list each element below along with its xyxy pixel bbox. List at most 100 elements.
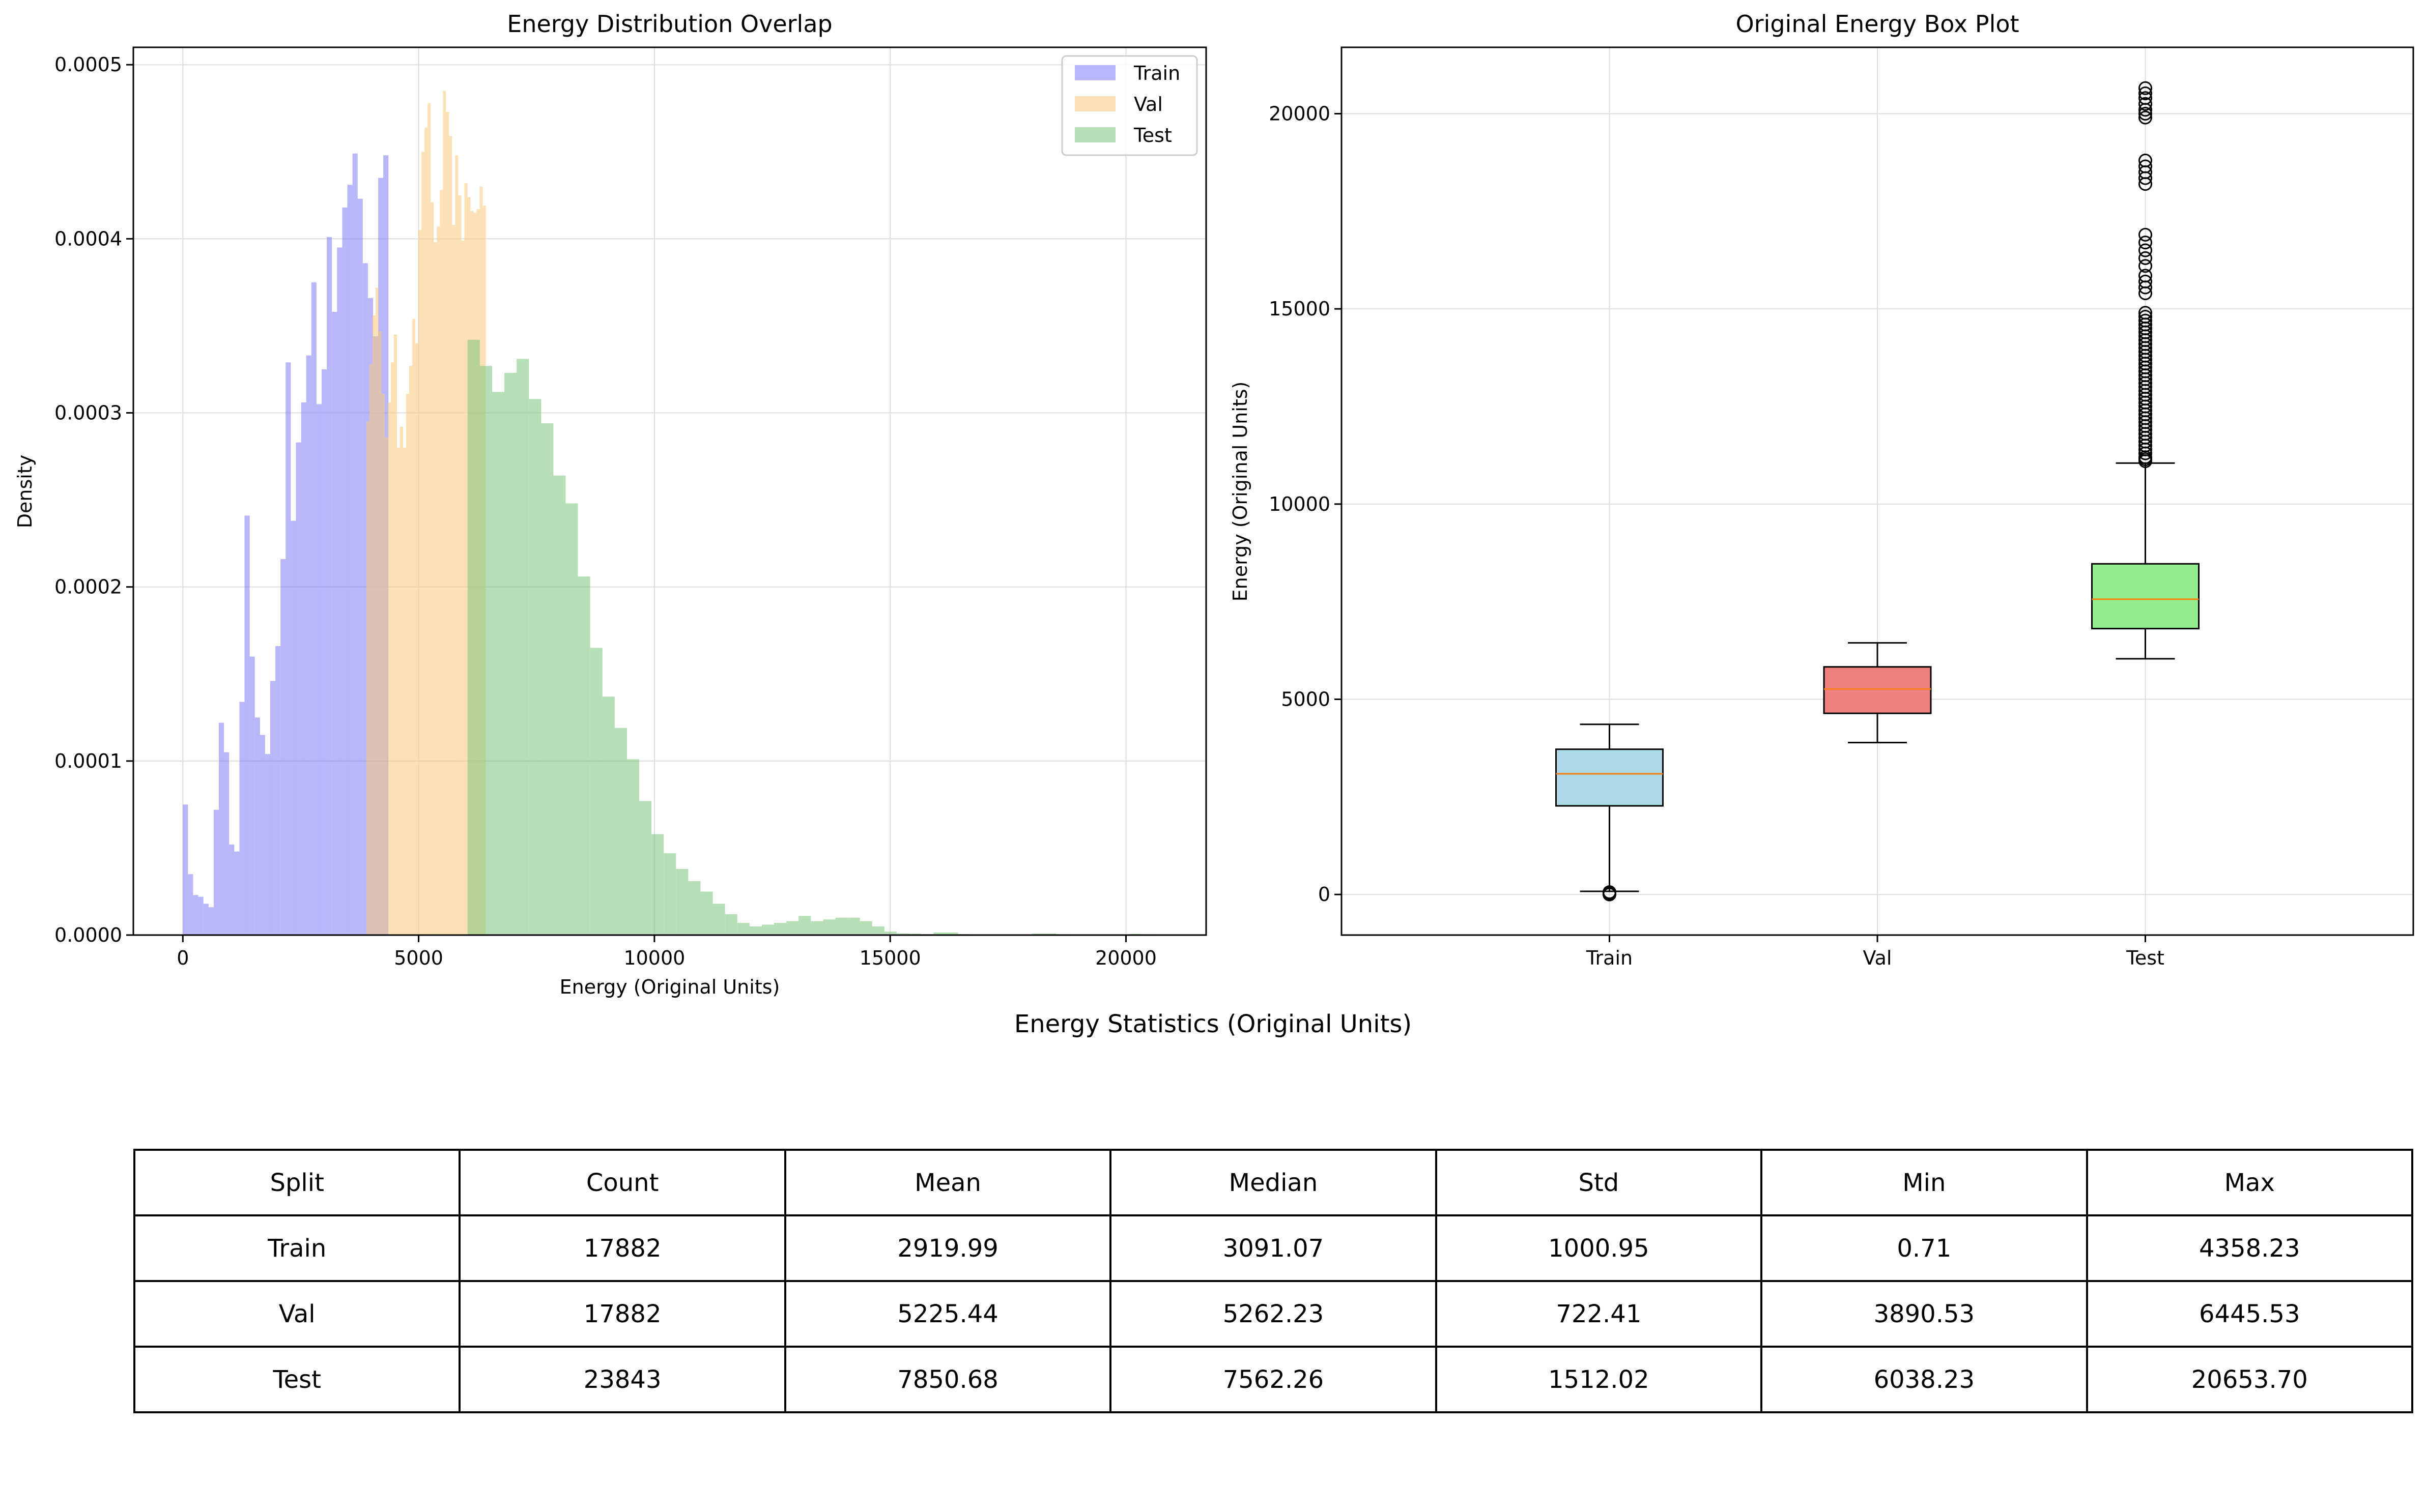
histogram-bar-val bbox=[424, 127, 428, 936]
histogram-bar-train bbox=[306, 355, 311, 935]
table-title: Energy Statistics (Original Units) bbox=[1014, 1010, 1412, 1038]
histogram-bar-val bbox=[437, 226, 440, 935]
box-outlier-point bbox=[2138, 86, 2152, 101]
table-cell: 6445.53 bbox=[2086, 1280, 2414, 1348]
histogram-bar-val bbox=[449, 136, 452, 935]
histogram-y-tick-label: 0.0000 bbox=[54, 924, 122, 946]
histogram-bar-test bbox=[1031, 933, 1044, 935]
histogram-bar-train bbox=[239, 702, 245, 935]
box-plot-y-tick-label: 5000 bbox=[1281, 688, 1330, 711]
histogram-bar-test bbox=[688, 881, 701, 935]
histogram-bar-test bbox=[626, 759, 640, 935]
histogram-bar-test bbox=[725, 914, 737, 935]
histogram-bar-test bbox=[823, 919, 836, 935]
table-header-cell: Count bbox=[459, 1149, 786, 1216]
histogram-bar-test bbox=[602, 696, 615, 935]
histogram-bar-val bbox=[396, 447, 400, 935]
box-outlier-point bbox=[2138, 269, 2152, 283]
box-outlier-point bbox=[2138, 251, 2152, 265]
table-cell: 6038.23 bbox=[1760, 1346, 2088, 1413]
table-cell: Val bbox=[133, 1280, 461, 1348]
histogram-x-label: Energy (Original Units) bbox=[560, 976, 780, 998]
histogram-bar-val bbox=[431, 202, 434, 935]
histogram-bar-test bbox=[651, 834, 664, 935]
box-plot-y-tick-label: 20000 bbox=[1269, 102, 1330, 125]
histogram-bar-test bbox=[786, 921, 799, 935]
table-header-cell: Split bbox=[133, 1149, 461, 1216]
histogram-bar-train bbox=[218, 722, 224, 935]
histogram-bar-test bbox=[737, 923, 750, 935]
histogram-bar-train bbox=[311, 282, 317, 935]
table-cell: 7850.68 bbox=[784, 1346, 1112, 1413]
table-header-cell: Mean bbox=[784, 1149, 1112, 1216]
box-outlier-point bbox=[2138, 97, 2152, 111]
histogram-bar-val bbox=[458, 195, 462, 935]
box-plot-boxes bbox=[1555, 81, 2200, 902]
box-plot-y-tick-label: 10000 bbox=[1269, 493, 1330, 515]
box-val bbox=[1823, 642, 1932, 744]
histogram-bar-test bbox=[492, 392, 505, 935]
box-outlier-point bbox=[2138, 236, 2152, 250]
legend-label-val: Val bbox=[1134, 93, 1163, 115]
box-outlier-point bbox=[1603, 885, 1616, 899]
legend-swatch-val bbox=[1075, 96, 1116, 111]
histogram-bar-val bbox=[393, 334, 397, 935]
histogram-x-tick-label: 5000 bbox=[394, 947, 443, 969]
table-row: Train 17882 2919.99 3091.07 1000.95 0.71… bbox=[133, 1214, 2414, 1282]
legend-label-train: Train bbox=[1133, 62, 1180, 84]
histogram-bar-test bbox=[1044, 933, 1057, 935]
histogram-bar-val bbox=[381, 393, 385, 936]
box-outlier-point bbox=[2138, 110, 2152, 125]
box-outlier-point bbox=[2138, 81, 2152, 95]
box-outlier-point bbox=[2138, 159, 2152, 173]
box-plot-y-ticks: 0 5000 10000 15000 20000 bbox=[1269, 102, 1342, 906]
histogram-bar-train bbox=[296, 442, 301, 935]
histogram-bar-val bbox=[418, 230, 422, 936]
histogram-bar-val bbox=[443, 91, 446, 936]
box-outlier-point bbox=[2138, 259, 2152, 273]
histogram-bar-val bbox=[366, 421, 369, 935]
histogram-bar-val bbox=[455, 155, 459, 936]
histogram-bar-test bbox=[578, 576, 590, 935]
histogram-x-tick-label: 15000 bbox=[860, 947, 921, 969]
legend-swatch-train bbox=[1075, 65, 1116, 80]
histogram-x-tick-label: 20000 bbox=[1095, 947, 1157, 969]
histogram-bar-test bbox=[835, 917, 848, 935]
histogram-bar-train bbox=[291, 520, 296, 935]
legend-label-test: Test bbox=[1133, 124, 1172, 147]
histogram-bar-train bbox=[188, 874, 193, 935]
histogram-bar-val bbox=[409, 366, 413, 936]
histogram-bar-val bbox=[461, 240, 465, 935]
histogram-bar-test bbox=[517, 359, 529, 936]
histogram-bar-train bbox=[234, 851, 240, 935]
histogram-bar-train bbox=[203, 904, 209, 935]
histogram-bar-test bbox=[639, 801, 652, 935]
histogram-chart: Energy Distribution Overlap 0 5000 10000 15… bbox=[14, 10, 1207, 998]
table-cell: 5225.44 bbox=[784, 1280, 1112, 1348]
box-outlier-point bbox=[2138, 306, 2152, 320]
histogram-x-ticks: 0 5000 10000 15000 20000 bbox=[177, 935, 1157, 969]
histogram-bar-train bbox=[316, 404, 322, 935]
histogram-x-tick-label: 0 bbox=[177, 947, 189, 969]
histogram-bar-test bbox=[847, 917, 860, 935]
histogram-y-tick-label: 0.0005 bbox=[54, 53, 122, 76]
table-cell: 5262.23 bbox=[1109, 1280, 1437, 1348]
histogram-y-tick-label: 0.0004 bbox=[54, 227, 122, 250]
histogram-bar-val bbox=[406, 393, 410, 936]
histogram-bar-test bbox=[774, 923, 787, 935]
table-cell: 3890.53 bbox=[1760, 1280, 2088, 1348]
histogram-bar-val bbox=[415, 343, 419, 935]
table-cell: 20653.70 bbox=[2086, 1346, 2414, 1413]
box-plot-x-tick-label: Train bbox=[1586, 947, 1633, 969]
table-header-cell: Std bbox=[1435, 1149, 1763, 1216]
histogram-bar-test bbox=[541, 423, 554, 935]
box-plot-chart: Original Energy Box Plot Train Val Test 0 5… bbox=[1229, 10, 2414, 969]
histogram-bar-train bbox=[352, 153, 358, 935]
histogram-bar-val bbox=[369, 364, 373, 935]
histogram-bar-test bbox=[884, 932, 897, 935]
histogram-bar-train bbox=[260, 735, 265, 935]
histogram-bar-val bbox=[452, 225, 455, 935]
histogram-bar-train bbox=[332, 312, 337, 936]
box-test bbox=[2091, 81, 2200, 660]
table-header-cell: Median bbox=[1109, 1149, 1437, 1216]
